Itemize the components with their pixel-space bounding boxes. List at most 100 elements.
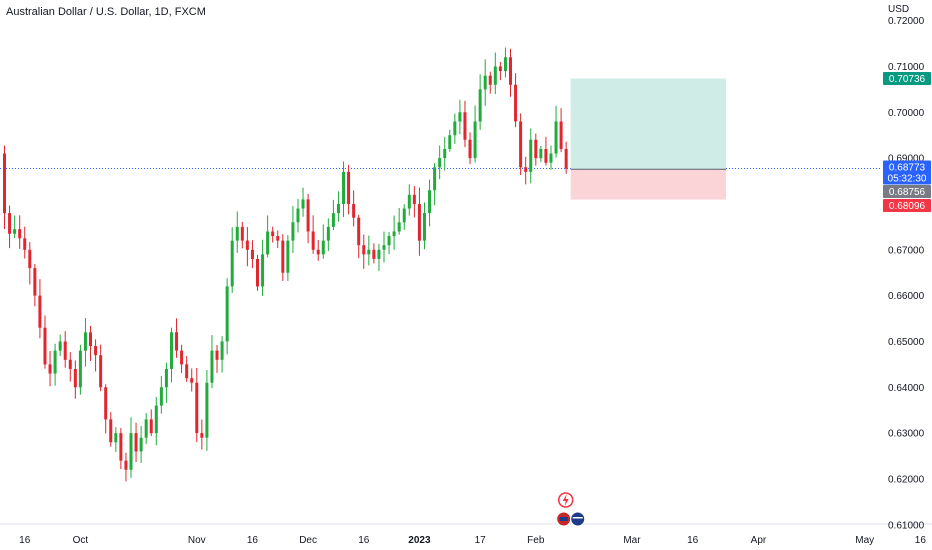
candle-body: [134, 433, 138, 452]
time-tick-label: 16: [358, 535, 370, 546]
candle-body: [367, 249, 371, 255]
entry-price-tag-bg: [883, 185, 931, 199]
entry-price-tag: 0.68756: [883, 185, 931, 199]
candle-body: [78, 350, 82, 388]
candle-body: [114, 433, 118, 443]
candle-body: [412, 194, 416, 204]
lightning-event-icon[interactable]: [557, 492, 574, 508]
candle-body: [225, 286, 229, 342]
candle-body: [3, 153, 6, 214]
candle-body: [276, 236, 280, 241]
candle-body: [336, 203, 340, 214]
candle-body: [43, 327, 47, 365]
price-axis[interactable]: 0.72000 0.71000 0.70000 0.69000 0.67000 0.660…: [888, 16, 925, 531]
price-tick-label: 0.64000: [888, 383, 925, 394]
candle-body: [159, 387, 163, 406]
candle-body: [261, 254, 265, 287]
current-price-tag-text: 0.68773: [889, 163, 926, 174]
candle-body: [175, 332, 179, 351]
grid: [0, 168, 932, 525]
candle-body: [266, 231, 270, 255]
price-tick-label: 0.67000: [888, 245, 925, 256]
candle-body: [362, 245, 366, 255]
candle-body: [554, 121, 558, 154]
price-tick-label: 0.61000: [888, 520, 925, 531]
candle-body: [89, 332, 93, 347]
us-flag-icon: [570, 511, 586, 527]
candle-body: [94, 346, 98, 356]
candle-body: [149, 419, 153, 434]
candle-body: [382, 245, 386, 250]
candle-body: [422, 213, 426, 241]
candle-body: [443, 148, 447, 159]
candle-body: [402, 208, 406, 223]
candle-body: [28, 249, 32, 269]
long-position-tool[interactable]: [570, 78, 726, 200]
candle-body: [271, 231, 275, 237]
target-price-tag-bg: [883, 72, 931, 86]
candle-body: [256, 258, 259, 287]
current-price-tag-text: 05:32:30: [888, 174, 927, 185]
time-tick-label: Mar: [623, 535, 641, 546]
price-tick-label: 0.62000: [888, 474, 925, 485]
candle-body: [180, 350, 184, 365]
flag-event-icon[interactable]: [556, 511, 586, 527]
candle-body: [448, 135, 452, 149]
candles: [3, 47, 568, 482]
stop-loss-zone[interactable]: [570, 169, 726, 200]
candle-body: [316, 249, 320, 255]
candle-body: [190, 378, 194, 383]
current-price-tag-bg: [883, 160, 931, 185]
candle-body: [564, 148, 568, 169]
au-flag-canton: [559, 517, 568, 521]
candle-body: [235, 226, 239, 241]
candle-body: [73, 368, 77, 388]
candle-body: [119, 433, 123, 461]
time-tick-label: 17: [475, 535, 487, 546]
candle-body: [519, 121, 523, 168]
price-tick-label: 0.70000: [888, 108, 925, 119]
price-tick-label: 0.69000: [888, 154, 925, 165]
candle-body: [144, 419, 148, 438]
candle-body: [23, 238, 27, 250]
stop-price-tag: 0.68096: [883, 199, 931, 213]
candle-body: [291, 222, 295, 241]
candle-body: [326, 226, 330, 241]
time-tick-label: 16: [687, 535, 699, 546]
candle-body: [478, 89, 482, 122]
event-icons[interactable]: [556, 492, 586, 527]
candle-body: [38, 295, 42, 328]
candle-body: [503, 57, 507, 72]
candle-body: [104, 387, 108, 420]
price-tick-label: 0.66000: [888, 291, 925, 302]
candle-body: [463, 112, 467, 140]
candle-body: [514, 84, 518, 122]
candle-body: [53, 350, 57, 374]
candle-body: [33, 268, 37, 296]
price-tick-label: 0.65000: [888, 337, 925, 348]
target-price-tag: 0.70736: [883, 72, 931, 86]
candle-body: [529, 139, 533, 172]
candle-body: [331, 213, 335, 227]
time-tick-label: 16: [247, 535, 259, 546]
stop-price-tag-bg: [883, 199, 931, 213]
candle-body: [544, 148, 548, 163]
candle-body: [311, 231, 315, 250]
candle-body: [215, 350, 219, 360]
candle-body: [205, 382, 209, 438]
candle-body: [387, 236, 391, 246]
candle-body: [8, 213, 12, 234]
candle-body: [397, 222, 401, 232]
candle-body: [109, 419, 113, 443]
candle-body: [306, 199, 310, 232]
time-tick-label: Apr: [751, 535, 767, 546]
candle-body: [468, 139, 472, 159]
time-axis[interactable]: 16 Oct Nov 16 Dec 16 2023 17 Feb Mar 16 Apr May 16: [19, 535, 926, 546]
entry-price-tag-text: 0.68756: [889, 187, 926, 198]
profit-zone[interactable]: [570, 78, 726, 170]
candle-body: [534, 139, 538, 159]
